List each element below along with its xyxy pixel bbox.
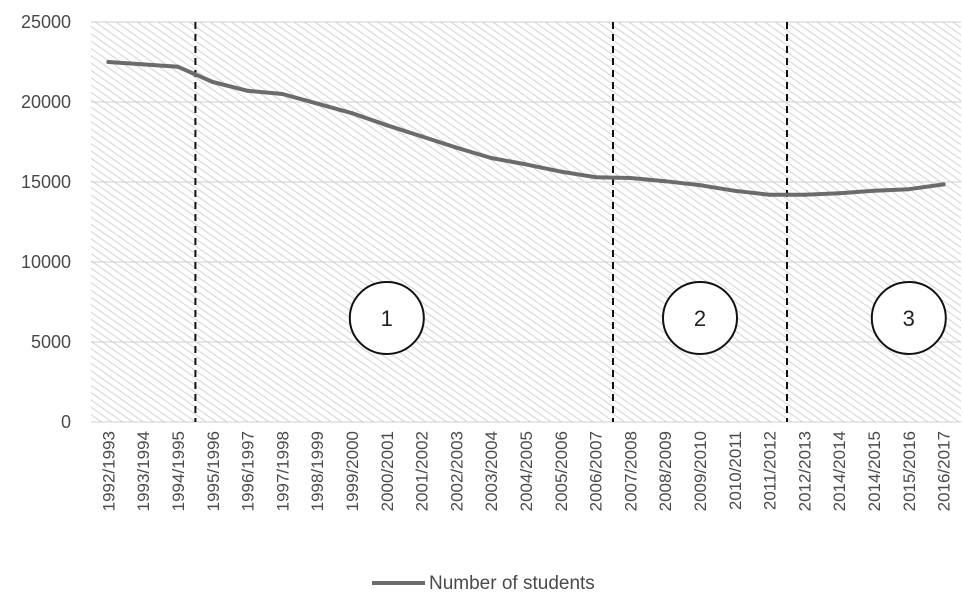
x-tick-label: 1995/1996 bbox=[204, 431, 223, 511]
data-point bbox=[732, 188, 737, 193]
data-point bbox=[210, 80, 215, 84]
y-tick-label: 5000 bbox=[31, 332, 71, 352]
data-point bbox=[872, 188, 876, 193]
x-tick-label: 1992/1993 bbox=[99, 431, 118, 511]
data-point bbox=[802, 192, 807, 197]
data-point bbox=[489, 156, 494, 160]
region-circle bbox=[662, 281, 738, 355]
x-tick-label: 1998/1999 bbox=[308, 431, 327, 511]
region-labels: 1 2 3 bbox=[348, 281, 947, 355]
data-point bbox=[767, 192, 772, 197]
x-tick-label: 2004/2005 bbox=[517, 431, 536, 511]
y-tick-label: 25000 bbox=[21, 12, 71, 32]
region-circle bbox=[348, 281, 425, 355]
data-point bbox=[141, 62, 146, 67]
x-tick-label: 2007/2008 bbox=[621, 431, 640, 511]
x-tick-label: 2011/2012 bbox=[761, 431, 780, 510]
x-tick-label: 2006/2007 bbox=[587, 431, 606, 511]
data-point bbox=[454, 145, 459, 150]
region-marker: 1 bbox=[348, 281, 425, 355]
series bbox=[106, 60, 946, 197]
x-tick-label: 2014/2015 bbox=[865, 431, 884, 511]
data-point bbox=[384, 123, 389, 128]
x-tick-label: 2001/2002 bbox=[413, 431, 432, 511]
data-point bbox=[280, 92, 285, 96]
x-tick-label: 2008/2009 bbox=[656, 431, 675, 511]
plot-area bbox=[91, 22, 961, 422]
y-tick-label: 10000 bbox=[21, 252, 71, 272]
data-point bbox=[593, 175, 598, 180]
legend: Number of students bbox=[372, 573, 595, 594]
y-tick-label: 0 bbox=[61, 412, 71, 432]
data-point bbox=[315, 101, 320, 106]
y-tick-label: 20000 bbox=[21, 92, 71, 112]
x-tick-label: 1999/2000 bbox=[343, 431, 362, 511]
gridlines bbox=[91, 21, 961, 423]
region-number: 2 bbox=[694, 306, 706, 331]
region-marker: 2 bbox=[662, 281, 738, 355]
x-tick-label: 2000/2001 bbox=[378, 431, 397, 511]
x-tick-label: 2010/2011 bbox=[726, 431, 745, 510]
x-tick-label: 2012/2013 bbox=[795, 431, 814, 511]
region-number: 3 bbox=[903, 306, 915, 331]
region-marker: 3 bbox=[870, 281, 947, 355]
data-point bbox=[524, 162, 528, 167]
data-point bbox=[350, 111, 354, 116]
x-tick-label: 2016/2017 bbox=[935, 431, 954, 511]
x-tick-label: 1994/1995 bbox=[169, 431, 188, 511]
x-tick-label: 1993/1994 bbox=[134, 431, 153, 511]
data-point bbox=[245, 88, 250, 93]
data-point bbox=[106, 60, 111, 64]
region-circle bbox=[870, 281, 947, 355]
x-tick-label: 2003/2004 bbox=[482, 431, 501, 511]
x-tick-label: 2014/2014 bbox=[830, 431, 849, 511]
data-point bbox=[906, 187, 911, 192]
data-point bbox=[419, 134, 424, 139]
y-axis: 0 5000 10000 15000 20000 25000 bbox=[21, 12, 71, 432]
x-axis: 1992/1993 1993/1994 1994/1995 1995/1996 1996… bbox=[99, 431, 953, 511]
legend-label: Number of students bbox=[429, 573, 595, 592]
data-point bbox=[837, 191, 842, 196]
plot-background bbox=[91, 22, 961, 422]
x-tick-label: 1997/1998 bbox=[273, 431, 292, 511]
data-point bbox=[941, 182, 946, 187]
data-point bbox=[176, 64, 180, 69]
data-point bbox=[698, 183, 702, 188]
x-tick-label: 1996/1997 bbox=[239, 431, 258, 511]
x-tick-label: 2002/2003 bbox=[447, 431, 466, 511]
data-point bbox=[558, 169, 563, 174]
data-point bbox=[628, 176, 633, 180]
region-number: 1 bbox=[381, 306, 393, 331]
x-tick-label: 2009/2010 bbox=[691, 431, 710, 511]
data-point bbox=[663, 179, 668, 184]
y-tick-label: 15000 bbox=[21, 172, 71, 192]
x-tick-label: 2015/2016 bbox=[900, 431, 919, 511]
dividers bbox=[194, 22, 788, 422]
x-tick-label: 2005/2006 bbox=[552, 431, 571, 511]
